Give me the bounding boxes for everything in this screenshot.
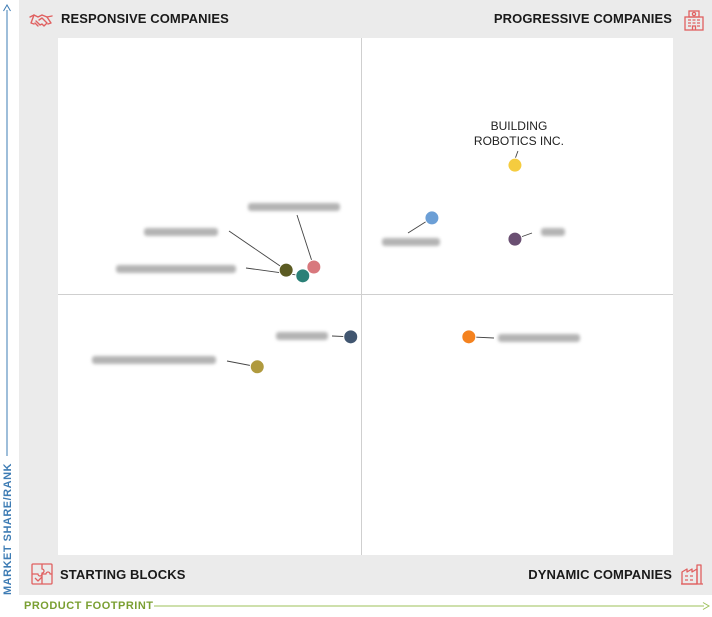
x-axis-arrow: [154, 602, 710, 610]
obscured-company-label: [498, 334, 580, 342]
leader-line: [228, 230, 287, 271]
company-point[interactable]: [249, 359, 265, 375]
obscured-company-label: [248, 203, 340, 211]
obscured-company-label: [276, 332, 328, 340]
company-point-building-robotics[interactable]: [507, 157, 523, 173]
obscured-company-label: [144, 228, 218, 236]
company-point[interactable]: [306, 259, 322, 275]
plot-area: [58, 38, 673, 555]
y-axis-arrow: [3, 4, 11, 456]
x-axis-label: PRODUCT FOOTPRINT: [24, 600, 154, 612]
company-point[interactable]: [507, 231, 523, 247]
factory-icon: [681, 564, 703, 585]
quadrant-label-starting-blocks: STARTING BLOCKS: [60, 567, 186, 582]
leader-line: [296, 214, 315, 268]
company-point[interactable]: [278, 262, 294, 278]
quadrant-label-responsive: RESPONSIVE COMPANIES: [61, 11, 229, 26]
horizontal-divider: [58, 294, 673, 295]
company-point[interactable]: [343, 329, 359, 345]
quadrant-label-progressive: PROGRESSIVE COMPANIES: [493, 11, 672, 26]
obscured-company-label: [541, 228, 565, 236]
obscured-company-label: [92, 356, 216, 364]
building-icon: [684, 10, 704, 31]
quadrant-label-dynamic: DYNAMIC COMPANIES: [528, 567, 672, 582]
company-point[interactable]: [424, 210, 440, 226]
obscured-company-label: [116, 265, 236, 273]
vertical-divider: [361, 38, 362, 555]
obscured-company-label: [382, 238, 440, 246]
company-label-building-robotics: BUILDING ROBOTICS INC.: [474, 119, 564, 148]
company-point[interactable]: [295, 268, 311, 284]
handshake-icon: [29, 14, 53, 27]
puzzle-icon: [31, 563, 53, 585]
leader-line: [245, 267, 303, 277]
company-point[interactable]: [461, 329, 477, 345]
